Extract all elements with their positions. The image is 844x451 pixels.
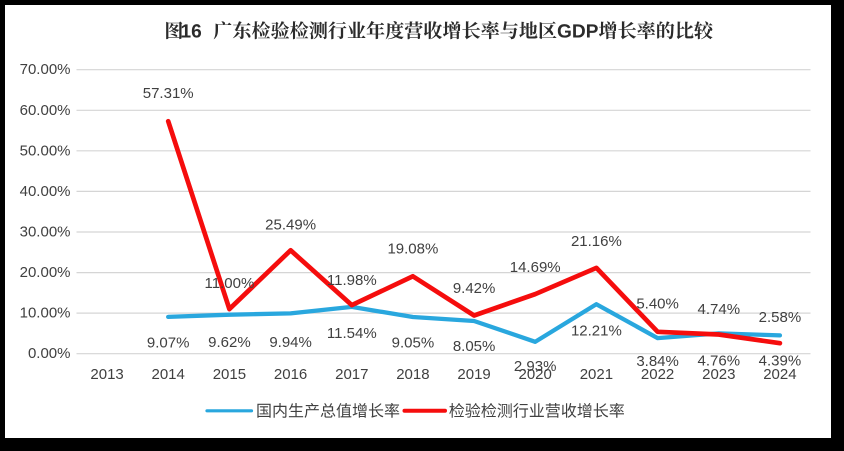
svg-text:9.42%: 9.42% xyxy=(453,280,496,297)
svg-text:8.05%: 8.05% xyxy=(453,338,496,355)
svg-text:30.00%: 30.00% xyxy=(20,224,71,241)
svg-text:2021: 2021 xyxy=(580,366,613,383)
svg-text:2023: 2023 xyxy=(702,366,735,383)
svg-text:2015: 2015 xyxy=(213,366,246,383)
svg-text:9.94%: 9.94% xyxy=(269,334,312,351)
svg-text:2.58%: 2.58% xyxy=(759,309,802,326)
svg-text:70.00%: 70.00% xyxy=(20,61,71,78)
svg-text:11.98%: 11.98% xyxy=(327,272,377,289)
svg-text:14.69%: 14.69% xyxy=(510,259,561,276)
svg-text:9.62%: 9.62% xyxy=(208,334,251,351)
svg-text:2017: 2017 xyxy=(335,366,368,383)
svg-text:2.93%: 2.93% xyxy=(514,358,557,375)
svg-text:4.74%: 4.74% xyxy=(698,301,741,318)
svg-text:5.40%: 5.40% xyxy=(636,296,679,313)
svg-text:2013: 2013 xyxy=(90,366,123,383)
svg-text:4.39%: 4.39% xyxy=(759,353,802,370)
svg-text:2022: 2022 xyxy=(641,366,674,383)
svg-text:10.00%: 10.00% xyxy=(20,305,71,322)
svg-text:20.00%: 20.00% xyxy=(20,264,71,281)
svg-text:57.31%: 57.31% xyxy=(143,85,194,102)
svg-text:0.00%: 0.00% xyxy=(28,345,71,362)
svg-text:11.54%: 11.54% xyxy=(327,325,377,342)
svg-text:11.00%: 11.00% xyxy=(205,275,255,292)
svg-text:25.49%: 25.49% xyxy=(265,217,316,234)
svg-text:9.07%: 9.07% xyxy=(147,335,190,352)
svg-text:2024: 2024 xyxy=(763,366,796,383)
svg-text:50.00%: 50.00% xyxy=(20,142,71,159)
svg-text:2014: 2014 xyxy=(152,366,185,383)
svg-text:2020: 2020 xyxy=(519,366,552,383)
svg-text:2016: 2016 xyxy=(274,366,307,383)
svg-text:3.84%: 3.84% xyxy=(636,353,679,370)
svg-text:19.08%: 19.08% xyxy=(387,241,438,258)
svg-text:2019: 2019 xyxy=(457,366,490,383)
svg-text:60.00%: 60.00% xyxy=(20,102,71,119)
svg-text:40.00%: 40.00% xyxy=(20,183,71,200)
svg-text:9.05%: 9.05% xyxy=(392,334,435,351)
svg-text:12.21%: 12.21% xyxy=(571,323,622,340)
svg-text:2018: 2018 xyxy=(396,366,429,383)
svg-text:4.76%: 4.76% xyxy=(698,353,741,370)
svg-text:21.16%: 21.16% xyxy=(571,233,622,250)
